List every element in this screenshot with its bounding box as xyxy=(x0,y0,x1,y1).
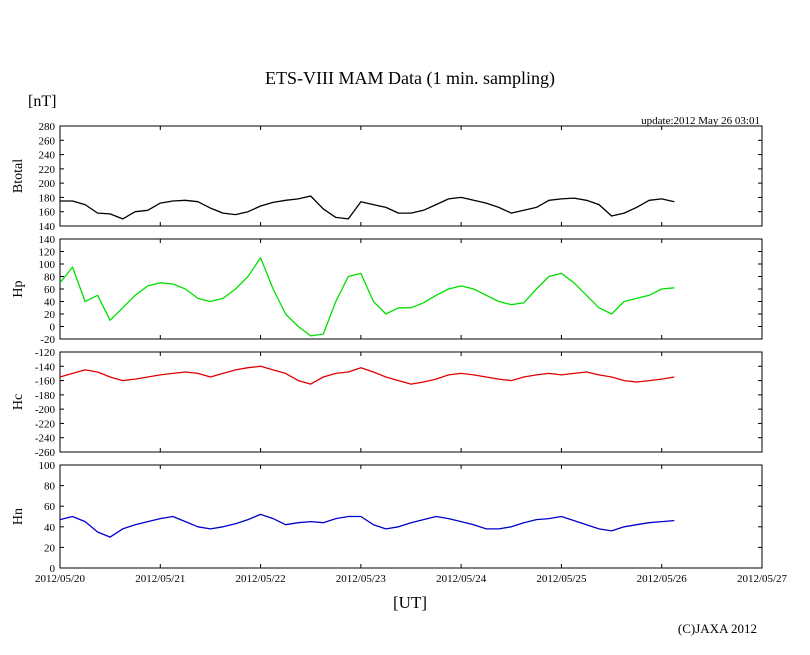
y-tick-label: 220 xyxy=(39,164,56,176)
y-tick-label: 80 xyxy=(44,481,56,493)
y-axis-label: Hc xyxy=(11,394,26,410)
y-tick-label: -20 xyxy=(40,334,55,346)
y-tick-label: 100 xyxy=(39,460,56,472)
x-axis-label: [UT] xyxy=(393,593,427,612)
series-line-hp xyxy=(59,257,675,337)
series-line-hc xyxy=(59,365,675,385)
unit-label: [nT] xyxy=(28,93,56,110)
y-tick-label: -180 xyxy=(35,390,56,402)
y-tick-label: 240 xyxy=(39,150,56,162)
y-tick-label: 100 xyxy=(39,259,56,271)
y-tick-label: 60 xyxy=(44,284,56,296)
y-tick-label: 160 xyxy=(39,207,56,219)
panel-hc: -260 -240 -220 -200 -180 -160 -140 -120 Hc xyxy=(11,347,763,459)
panel-btotal: 140 160 180 200 220 240 260 280 Btotal xyxy=(11,121,763,233)
x-tick-label: 2012/05/25 xyxy=(536,573,587,585)
y-axis-label: Btotal xyxy=(11,159,26,193)
x-tick-label: 2012/05/21 xyxy=(135,573,185,585)
y-tick-label: 140 xyxy=(39,234,56,246)
y-tick-label: -220 xyxy=(35,418,56,430)
y-tick-label: 60 xyxy=(44,501,56,513)
panel-frame xyxy=(59,238,763,340)
y-tick-label: -140 xyxy=(35,361,56,373)
y-tick-label: 40 xyxy=(44,297,56,309)
x-tick-label: 2012/05/20 xyxy=(35,573,86,585)
panels: 140160180200220240260280Btotal-200204060… xyxy=(11,121,763,575)
y-tick-label: -120 xyxy=(35,347,56,359)
y-tick-label: 120 xyxy=(39,247,56,259)
panel-hn: 0 20 40 60 80 100 Hn xyxy=(11,460,763,575)
y-tick-label: 40 xyxy=(44,522,56,534)
series-line-hn xyxy=(59,513,675,538)
x-tick-label: 2012/05/24 xyxy=(436,573,487,585)
y-tick-label: 20 xyxy=(44,309,56,321)
x-tick-label: 2012/05/26 xyxy=(637,573,688,585)
y-tick-label: -240 xyxy=(35,433,56,445)
y-axis-label: Hp xyxy=(11,280,26,297)
y-tick-label: -200 xyxy=(35,404,56,416)
y-tick-label: 20 xyxy=(44,542,56,554)
y-tick-label: 0 xyxy=(50,322,56,334)
panel-frame xyxy=(59,464,763,569)
x-tick-label: 2012/05/22 xyxy=(236,573,286,585)
x-axis-ticks: 2012/05/20 2012/05/21 2012/05/22 2012/05/23… xyxy=(35,573,788,585)
y-tick-label: 260 xyxy=(39,135,56,147)
copyright-notice: (C)JAXA 2012 xyxy=(678,621,757,636)
y-tick-label: 0 xyxy=(50,563,56,575)
y-tick-label: 180 xyxy=(39,192,56,204)
series-line-btotal xyxy=(60,195,675,220)
y-axis-label: Hn xyxy=(11,508,26,525)
x-tick-label: 2012/05/27 xyxy=(737,573,788,585)
y-tick-label: 80 xyxy=(44,272,56,284)
panel-frame xyxy=(59,125,763,227)
chart-title: ETS-VIII MAM Data (1 min. sampling) xyxy=(265,68,555,89)
y-tick-label: 280 xyxy=(39,121,56,133)
y-tick-label: 140 xyxy=(39,221,56,233)
panel-frame xyxy=(59,351,763,453)
x-tick-label: 2012/05/23 xyxy=(336,573,387,585)
y-tick-label: 200 xyxy=(39,178,56,190)
y-tick-label: -160 xyxy=(35,376,56,388)
y-tick-label: -260 xyxy=(35,447,56,459)
update-timestamp: update:2012 May 26 03:01 xyxy=(641,115,760,127)
